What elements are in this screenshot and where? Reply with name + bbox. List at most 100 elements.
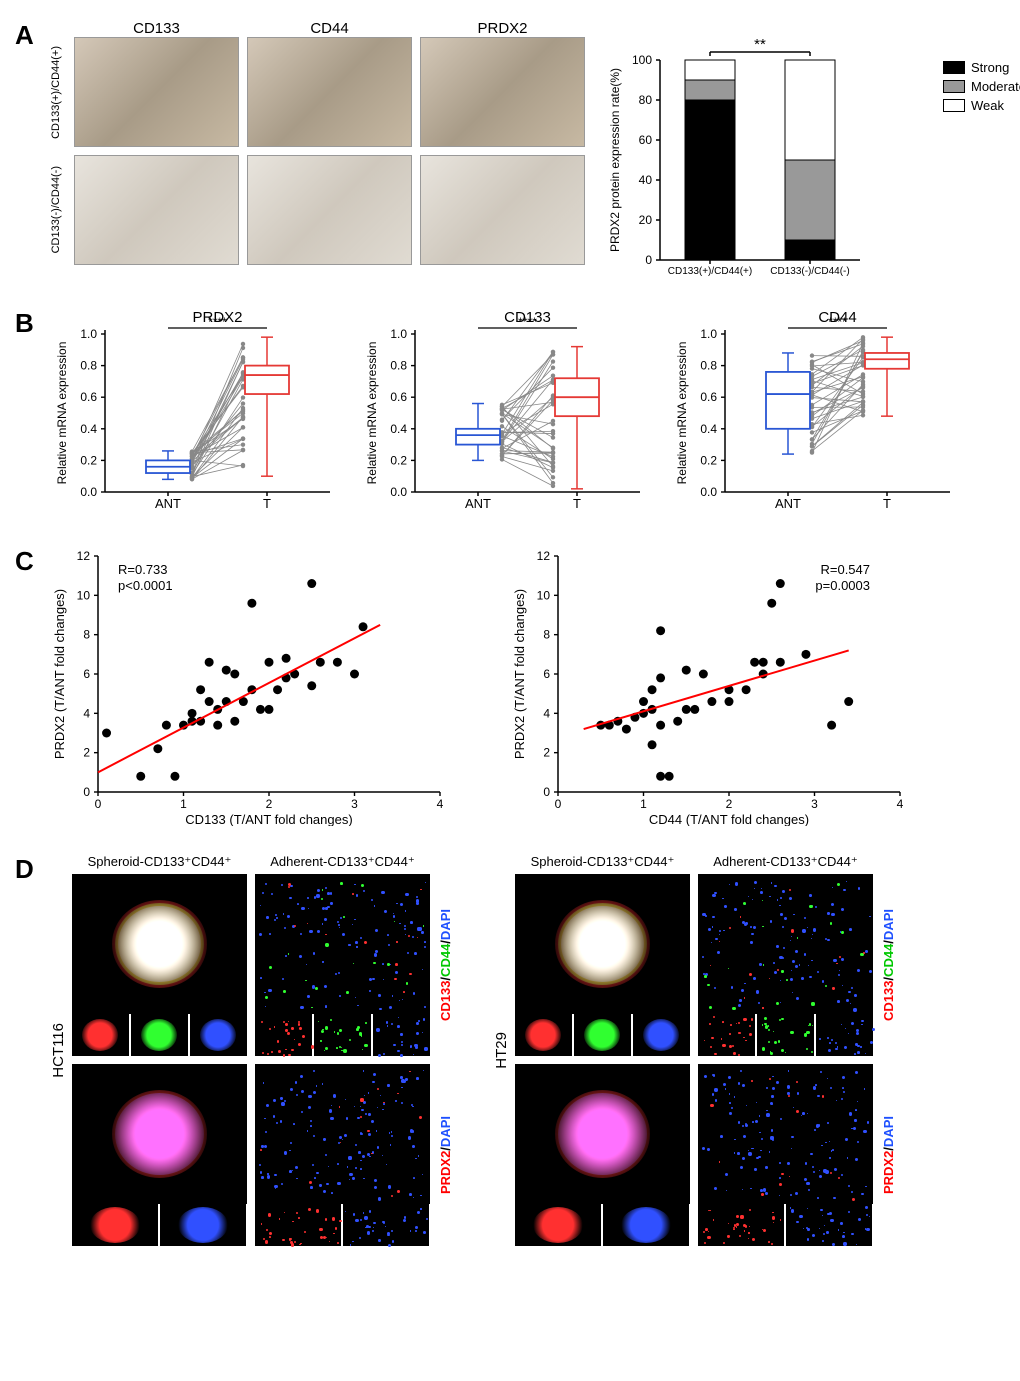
boxplot: 0.00.20.40.60.81.0Relative mRNA expressi… (360, 308, 650, 518)
svg-text:0.4: 0.4 (700, 422, 717, 436)
ihc-image (420, 37, 585, 147)
svg-text:0.0: 0.0 (390, 485, 407, 499)
fluor-image-small (515, 1204, 601, 1246)
fluor-image (72, 874, 247, 1014)
legend-label: Strong (971, 60, 1009, 75)
panel-D-label: D (15, 854, 34, 885)
fluor-channel-label: PRDX2/DAPI (881, 1116, 896, 1194)
legend-label: Moderate (971, 79, 1020, 94)
panel-D: D HCT116Spheroid-CD133⁺CD44⁺Adherent-CD1… (20, 854, 1000, 1246)
fluor-image (515, 1064, 690, 1204)
svg-text:2: 2 (83, 746, 90, 760)
svg-text:1: 1 (640, 797, 647, 811)
fluor-image-small (698, 1014, 755, 1056)
svg-text:0.6: 0.6 (700, 390, 717, 404)
boxplot: 0.00.20.40.60.81.0Relative mRNA expressi… (50, 308, 340, 518)
legend: Strong Moderate Weak (943, 60, 1020, 280)
fluor-image-small (160, 1204, 246, 1246)
fluor-image (698, 874, 873, 1014)
fluor-channel-label: CD133/CD44/DAPI (881, 909, 896, 1021)
fluor-image-small (816, 1014, 873, 1056)
panel-B-label: B (15, 308, 34, 339)
cell-line-label: HT29 (493, 1032, 509, 1069)
svg-text:60: 60 (639, 133, 653, 147)
svg-text:T: T (263, 496, 271, 511)
svg-text:12: 12 (537, 549, 551, 563)
svg-text:CD133(+)/CD44(+): CD133(+)/CD44(+) (668, 266, 752, 277)
svg-text:R=0.547: R=0.547 (820, 562, 870, 577)
svg-text:2: 2 (543, 746, 550, 760)
panel-C: C 02468101201234CD133 (T/ANT fold change… (20, 546, 1000, 826)
panel-B: B 0.00.20.40.60.81.0Relative mRNA expres… (20, 308, 1000, 518)
col-header: PRDX2 (420, 20, 585, 37)
svg-text:80: 80 (639, 93, 653, 107)
svg-text:40: 40 (639, 173, 653, 187)
fluor-image-small (633, 1014, 690, 1056)
panel-A: A CD133 CD44 PRDX2 CD133(+)/CD44(+) CD13… (20, 20, 1000, 280)
row-label: CD133(-)/CD44(-) (50, 166, 66, 253)
fluor-image-small (373, 1014, 430, 1056)
svg-text:Relative mRNA expression: Relative mRNA expression (675, 342, 689, 485)
ihc-image (74, 37, 239, 147)
svg-text:0.4: 0.4 (390, 422, 407, 436)
row-label: CD133(+)/CD44(+) (50, 46, 66, 139)
svg-text:T: T (883, 496, 891, 511)
fluor-image (515, 874, 690, 1014)
D-col-header: Spheroid-CD133⁺CD44⁺ (515, 854, 690, 870)
svg-text:2: 2 (266, 797, 273, 811)
ihc-image (420, 155, 585, 265)
svg-text:0.8: 0.8 (700, 359, 717, 373)
svg-text:0.6: 0.6 (80, 390, 97, 404)
fluor-image-small (757, 1014, 814, 1056)
fluor-image-small (603, 1204, 689, 1246)
fluor-channel-label: PRDX2/DAPI (438, 1116, 453, 1194)
svg-text:p<0.0001: p<0.0001 (118, 578, 173, 593)
svg-text:100: 100 (632, 53, 652, 67)
svg-text:20: 20 (639, 213, 653, 227)
svg-text:****: **** (208, 315, 227, 329)
svg-text:0: 0 (95, 797, 102, 811)
svg-text:8: 8 (83, 628, 90, 642)
panel-A-barchart: 020406080100PRDX2 protein expression rat… (605, 40, 935, 280)
svg-text:3: 3 (811, 797, 818, 811)
svg-text:6: 6 (543, 667, 550, 681)
svg-text:Relative mRNA expression: Relative mRNA expression (365, 342, 379, 485)
svg-text:0: 0 (645, 253, 652, 267)
fluor-image-small (698, 1204, 784, 1246)
fluor-image-small (343, 1204, 429, 1246)
svg-text:3: 3 (351, 797, 358, 811)
svg-text:4: 4 (543, 706, 550, 720)
svg-text:CD133(-)/CD44(-): CD133(-)/CD44(-) (770, 266, 849, 277)
svg-text:****: **** (828, 315, 847, 329)
svg-text:0: 0 (555, 797, 562, 811)
panel-C-label: C (15, 546, 34, 577)
ihc-image (247, 37, 412, 147)
legend-label: Weak (971, 98, 1004, 113)
svg-text:ANT: ANT (775, 496, 801, 511)
svg-text:Relative mRNA expression: Relative mRNA expression (55, 342, 69, 485)
ihc-image (74, 155, 239, 265)
fluor-image-small (255, 1014, 312, 1056)
svg-text:PRDX2 (T/ANT fold changes): PRDX2 (T/ANT fold changes) (52, 589, 67, 759)
svg-text:**: ** (754, 36, 766, 53)
svg-text:0: 0 (83, 785, 90, 799)
fluor-image-small (255, 1204, 341, 1246)
svg-text:4: 4 (83, 706, 90, 720)
D-col-header: Spheroid-CD133⁺CD44⁺ (72, 854, 247, 870)
svg-text:0.8: 0.8 (390, 359, 407, 373)
boxplot: 0.00.20.40.60.81.0Relative mRNA expressi… (670, 308, 960, 518)
svg-text:1.0: 1.0 (80, 327, 97, 341)
fluor-image-small (72, 1204, 158, 1246)
fluor-channel-label: CD133/CD44/DAPI (438, 909, 453, 1021)
svg-text:10: 10 (537, 588, 551, 602)
fluor-image-small (786, 1204, 872, 1246)
svg-text:1.0: 1.0 (390, 327, 407, 341)
fluor-image-small (190, 1014, 247, 1056)
svg-text:12: 12 (77, 549, 91, 563)
D-col-header: Adherent-CD133⁺CD44⁺ (698, 854, 873, 870)
svg-text:CD44 (T/ANT fold changes): CD44 (T/ANT fold changes) (649, 812, 809, 826)
svg-text:****: **** (518, 315, 537, 329)
scatter-plot: 02468101201234CD44 (T/ANT fold changes)P… (510, 546, 910, 826)
svg-text:2: 2 (726, 797, 733, 811)
svg-text:6: 6 (83, 667, 90, 681)
